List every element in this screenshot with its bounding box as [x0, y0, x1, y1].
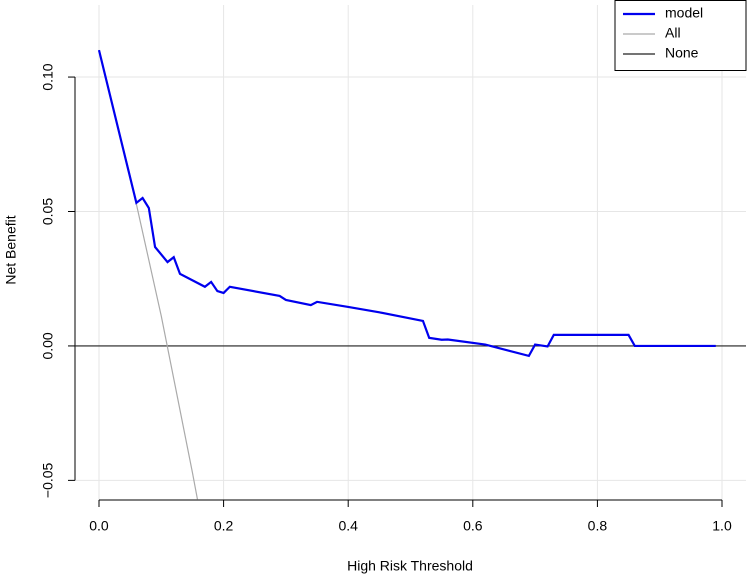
y-tick-label: −0.05: [40, 462, 56, 498]
y-tick-label: 0.00: [40, 332, 56, 359]
legend-box: [614, 0, 747, 71]
y-axis-label: Net Benefit: [3, 215, 19, 284]
x-tick-label: 0.2: [214, 518, 234, 534]
legend-label: All: [665, 25, 681, 41]
legend-label: None: [665, 45, 699, 61]
y-tick-label: 0.05: [40, 198, 56, 225]
x-tick-label: 1.0: [712, 518, 732, 534]
legend-label: model: [665, 5, 703, 21]
x-axis-label: High Risk Threshold: [347, 558, 473, 574]
series-line: [97, 49, 716, 358]
x-tick-label: 0.0: [89, 518, 109, 534]
x-tick-label: 0.8: [588, 518, 608, 534]
x-tick-label: 0.6: [463, 518, 483, 534]
y-tick-label: 0.10: [40, 63, 56, 90]
x-tick-label: 0.4: [338, 518, 358, 534]
